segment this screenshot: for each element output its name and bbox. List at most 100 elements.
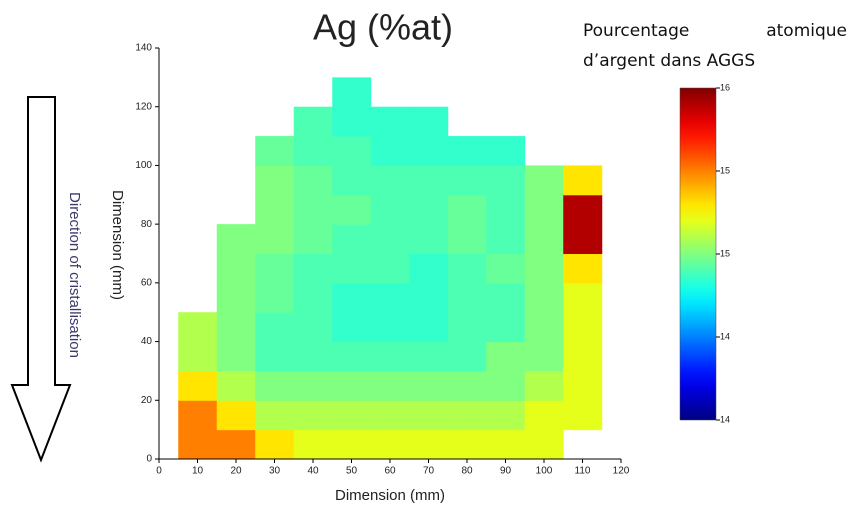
heat-cell [370,136,410,166]
heat-cell [332,312,372,343]
heat-cell [216,282,256,313]
x-tick-label: 70 [423,466,435,477]
heat-cell [409,136,449,166]
heat-cell [255,253,295,284]
x-tick-label: 100 [536,466,553,477]
y-tick-label: 0 [146,454,152,465]
colorbar [679,87,717,421]
x-tick-label: 30 [269,466,281,477]
heat-cell [409,253,449,284]
heat-cell [332,282,372,313]
heat-cell [255,400,295,431]
heat-cell [178,341,218,372]
heat-cell [332,194,372,225]
heat-cell [255,341,295,372]
heat-cell [255,312,295,343]
heat-cell [409,165,449,196]
colorbar-tick-label: 14 [720,331,730,341]
heat-cell [255,165,295,196]
heat-cell [293,253,333,284]
heat-cell [486,370,526,401]
y-axis-label: Dimension (mm) [109,190,126,300]
heat-cell [216,341,256,372]
heat-cell [255,194,295,225]
heat-cell [370,165,410,196]
heat-cell [332,341,372,372]
annotation: Pourcentage atomique d’argent dans AGGS [583,21,847,71]
heat-cell [447,224,487,254]
heat-cell [293,370,333,401]
arrow-label: Direction of cristallisation [66,192,83,358]
heat-cell [332,253,372,284]
heat-cell [178,429,218,460]
heat-cell [255,429,295,460]
heat-cell [370,106,410,137]
heat-cell [255,370,295,401]
heat-cell [447,165,487,196]
y-tick-label: 140 [135,43,152,54]
heat-cell [370,370,410,401]
heat-cell [332,400,372,431]
heat-cell [332,429,372,460]
heat-cell [178,312,218,343]
heat-cell [486,312,526,343]
heat-cell [486,194,526,225]
y-tick-label: 60 [141,277,153,288]
x-tick-label: 120 [613,466,630,477]
heat-cell [447,194,487,225]
heat-cell [409,429,449,460]
heat-cell [293,282,333,313]
heat-cell [447,282,487,313]
x-tick-label: 0 [156,466,162,477]
heat-cell [332,77,372,108]
heat-cell [255,224,295,254]
heat-cell [216,429,256,460]
y-tick-label: 120 [135,101,152,112]
heat-cell [447,429,487,460]
heat-cell [486,165,526,196]
heat-cell [293,136,333,166]
heat-cell [486,400,526,431]
heat-cell [216,253,256,284]
heat-cell [563,165,603,196]
heat-cell [486,429,526,460]
heat-cell [293,429,333,460]
heat-cell [409,341,449,372]
heat-cell [563,341,603,372]
heat-cell [370,282,410,313]
heat-cell [409,282,449,313]
heat-cell [370,312,410,343]
arrow [10,96,72,463]
heat-cell [524,253,564,284]
heat-cell [486,253,526,284]
heat-cell [524,370,564,401]
heat-cell [293,194,333,225]
heat-cell [332,370,372,401]
x-tick-label: 90 [500,466,512,477]
x-tick-label: 20 [230,466,242,477]
heat-cell [486,136,526,166]
heat-cell [447,312,487,343]
heat-cell [447,370,487,401]
y-tick-label: 80 [141,219,153,230]
heat-cell [216,370,256,401]
heat-cell [524,224,564,254]
y-tick-label: 100 [135,160,152,171]
heat-cell [370,341,410,372]
heat-cell [486,224,526,254]
heat-cell [447,341,487,372]
heat-cell [409,370,449,401]
heat-cell [293,400,333,431]
x-axis-label: Dimension (mm) [335,487,445,504]
heat-cell [563,194,603,225]
x-tick-label: 80 [461,466,473,477]
heat-cell [216,312,256,343]
heat-cell [216,224,256,254]
heat-cell [178,400,218,431]
heat-cell [370,253,410,284]
heat-cell [370,429,410,460]
heat-cell [524,341,564,372]
colorbar-tick-label: 15 [720,248,730,258]
heat-cell [370,194,410,225]
